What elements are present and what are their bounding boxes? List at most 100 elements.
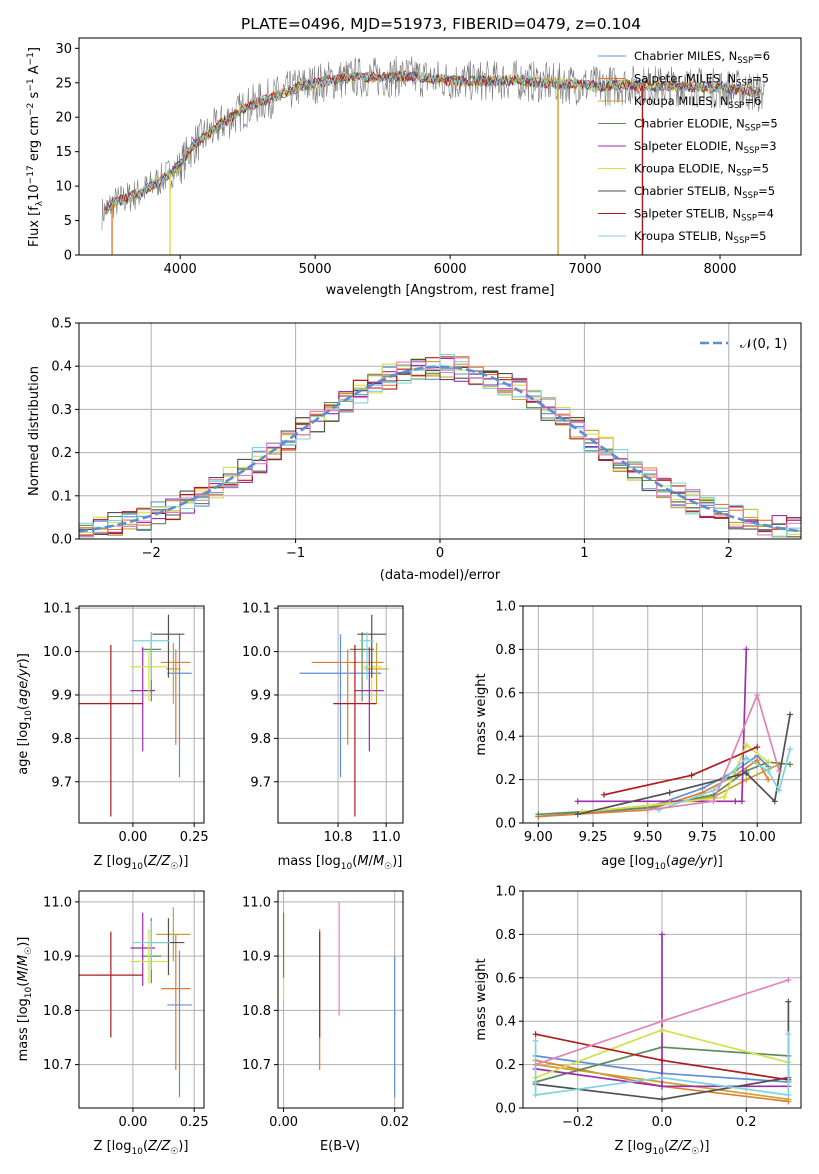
- legend-part: SSP: [745, 124, 761, 134]
- y-tick-label: 9.9: [250, 688, 271, 703]
- plot-area: [79, 907, 192, 1098]
- label-part: M: [373, 854, 384, 869]
- x-axis-label: Z [log10(Z/Z☉)]: [94, 854, 189, 872]
- label-part: Z: [681, 1139, 692, 1154]
- y-tick-label: 0.5: [51, 317, 72, 332]
- legend-part: =5: [752, 162, 769, 176]
- x-tick-label: 0.2: [736, 1115, 757, 1130]
- x-axis-label: wavelength [Angstrom, rest frame]: [326, 283, 555, 298]
- x-axis-label: age [log10(age/yr)]: [601, 854, 723, 872]
- x-axis-label: E(B-V): [320, 1139, 360, 1154]
- legend-label: Salpeter STELIB, NSSP=4: [634, 207, 774, 224]
- legend-part: SSP: [737, 56, 753, 66]
- plot-area: [79, 354, 801, 538]
- plot-area: [101, 55, 765, 255]
- legend-part: =6: [744, 94, 761, 108]
- label-part: ☉: [691, 1147, 699, 1157]
- y-tick-label: 11.0: [43, 895, 72, 910]
- y-tick-label: 0.1: [51, 489, 72, 504]
- x-tick-label: 0.25: [180, 1115, 209, 1130]
- x-tick-label: 0.00: [118, 830, 147, 845]
- label-part: )]: [178, 1139, 188, 1154]
- legend-part: Salpeter ELODIE, N: [634, 139, 744, 153]
- y-tick-label: 10.7: [43, 1058, 72, 1073]
- label-part: M: [16, 955, 31, 966]
- x-tick-label: 1: [580, 546, 588, 561]
- label-part: s: [27, 91, 42, 102]
- x-tick-label: 10.00: [739, 830, 776, 845]
- y-tick-label: 0.6: [495, 971, 516, 986]
- label-part: Z [log: [615, 1139, 653, 1154]
- y-tick-label: 5: [64, 214, 72, 229]
- label-part: M: [357, 854, 368, 869]
- label-part: ☉: [384, 862, 392, 872]
- legend-label: 𝒩(0, 1): [740, 337, 787, 352]
- label-part: 10: [654, 862, 666, 872]
- y-tick-label: 0.0: [51, 533, 72, 548]
- label-part: Z [log: [94, 1139, 132, 1154]
- y-tick-label: 0.2: [495, 773, 516, 788]
- label-part: (: [666, 854, 671, 869]
- legend-part: Kroupa STELIB, N: [634, 229, 734, 243]
- axes-frame: [277, 605, 404, 824]
- legend-part: SSP: [744, 146, 760, 156]
- axes-age-weight: 9.00 9.25 9.50 9.75 10.00 0.0 0.2 0.4 0.6 0.8 1.0 m…: [474, 600, 802, 872]
- weight-series: [538, 759, 769, 818]
- label-part: )]: [699, 1139, 709, 1154]
- legend-part: Chabrier ELODIE, N: [634, 117, 745, 131]
- x-tick-label: 0.25: [180, 830, 209, 845]
- x-tick-label: −0.2: [562, 1115, 594, 1130]
- y-tick-label: 0.8: [495, 643, 516, 658]
- label-part: Z: [147, 854, 158, 869]
- y-tick-label: 10.7: [242, 1058, 271, 1073]
- label-part: age/yr: [671, 854, 714, 869]
- label-part: 10: [24, 710, 34, 722]
- plot-area: [282, 901, 396, 1098]
- model-spectrum-line: [104, 70, 761, 210]
- label-part: 10: [341, 862, 353, 872]
- label-part: (: [143, 854, 148, 869]
- label-part: M: [16, 970, 31, 981]
- legend-part: =5: [761, 117, 778, 131]
- label-part: /: [156, 854, 163, 869]
- y-tick-label: 10.9: [43, 950, 72, 965]
- y-tick-label: 0.6: [495, 686, 516, 701]
- y-tick-label: 25: [55, 76, 72, 91]
- legend-part: SSP: [741, 214, 757, 224]
- label-part: mass [log: [278, 854, 341, 869]
- legend-part: Chabrier MILES, N: [634, 49, 737, 63]
- data-spectrum: [101, 55, 765, 231]
- y-tick-label: 1.0: [495, 600, 516, 615]
- label-part: 10: [24, 986, 34, 998]
- gaussian-reference: [79, 365, 801, 533]
- label-part: 10: [131, 862, 143, 872]
- label-part: (: [16, 705, 31, 710]
- label-part: Z: [160, 854, 171, 869]
- x-axis-label: Z [log10(Z/Z☉)]: [94, 1139, 189, 1157]
- legend-label: Kroupa STELIB, NSSP=5: [634, 229, 766, 246]
- legend-part: Salpeter STELIB, N: [634, 207, 741, 221]
- y-tick-label: 0.3: [51, 403, 72, 418]
- y-tick-label: 0.4: [51, 360, 72, 375]
- label-part: −1: [26, 52, 36, 65]
- histogram-series: [79, 354, 801, 537]
- x-tick-label: 11.0: [372, 830, 401, 845]
- y-tick-label: 0.0: [495, 1102, 516, 1117]
- axes-frame: [78, 605, 205, 824]
- legend-part: SSP: [736, 169, 752, 179]
- label-part: (: [664, 1139, 669, 1154]
- label-part: Z: [668, 1139, 679, 1154]
- legend-label: Salpeter MILES, NSSP=5: [634, 72, 769, 89]
- axes-spectrum: 4000 5000 6000 7000 8000 0 5 10 15 20 25 30 waveleng…: [26, 37, 802, 298]
- y-tick-label: 0.0: [495, 817, 516, 832]
- axes-frame: [78, 890, 205, 1109]
- label-part: age [log: [16, 722, 31, 775]
- model-spectrum-line: [104, 71, 761, 211]
- legend-label: Chabrier MILES, NSSP=6: [634, 49, 770, 66]
- legend-label: Chabrier STELIB, NSSP=5: [634, 184, 775, 201]
- label-part: /: [369, 854, 374, 869]
- y-axis-label: mass weight: [474, 958, 489, 1040]
- label-part: Z: [147, 1139, 158, 1154]
